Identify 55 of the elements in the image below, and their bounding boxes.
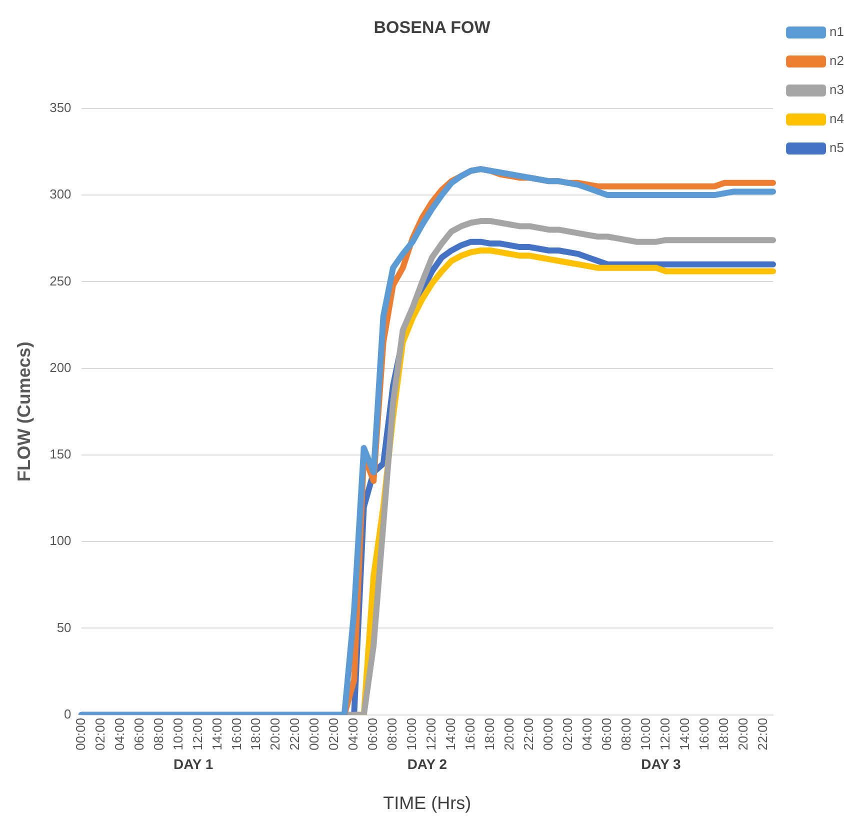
- x-tick-label: 16:00: [696, 718, 712, 750]
- y-axis-title: FLOW (Cumecs): [14, 342, 34, 482]
- text: DAY 2: [407, 756, 448, 772]
- legend-label: n2: [830, 53, 844, 68]
- text: DAY 1: [173, 756, 214, 772]
- x-tick-label: 12:00: [657, 718, 672, 750]
- x-tick-label: 06:00: [365, 718, 380, 750]
- x-tick-label: 14:00: [676, 718, 692, 750]
- x-tick-label: 20:00: [268, 718, 283, 750]
- text: DAY 3: [641, 756, 682, 772]
- y-tick-label: 300: [50, 186, 72, 202]
- x-tick-label: 14:00: [443, 718, 458, 750]
- x-tick-label: 00:00: [540, 718, 556, 750]
- x-tick-label: 16:00: [228, 718, 244, 750]
- x-tick-label: 14:00: [209, 718, 224, 750]
- x-tick-label: 02:00: [92, 718, 108, 750]
- y-tick-label: 250: [50, 273, 72, 288]
- legend-label: n3: [830, 82, 844, 98]
- y-tick-label: 150: [50, 446, 72, 462]
- x-tick-label: 22:00: [287, 718, 302, 750]
- x-tick-label: 10:00: [404, 718, 420, 750]
- x-tick-label: 00:00: [72, 718, 88, 750]
- x-tick-label: 06:00: [131, 718, 146, 750]
- x-tick-label: 04:00: [346, 718, 361, 750]
- legend-label: n1: [830, 24, 844, 40]
- x-tick-label: 22:00: [754, 718, 770, 750]
- x-tick-label: 02:00: [560, 718, 576, 750]
- y-tick-label: 350: [50, 100, 72, 115]
- x-tick-label: 08:00: [150, 718, 166, 750]
- x-tick-label: 18:00: [482, 718, 498, 750]
- x-tick-label: 00:00: [306, 718, 322, 750]
- x-tick-label: 16:00: [462, 718, 478, 750]
- x-tick-label: 12:00: [424, 718, 439, 750]
- x-tick-label: 18:00: [716, 718, 731, 750]
- y-tick-label: 50: [56, 620, 72, 635]
- y-tick-label: 100: [50, 533, 72, 548]
- x-tick-label: 20:00: [735, 718, 750, 750]
- x-tick-label: 02:00: [326, 718, 342, 750]
- x-tick-label: 04:00: [580, 718, 594, 750]
- x-axis-title: TIME (Hrs): [383, 793, 472, 814]
- x-tick-label: 10:00: [638, 718, 653, 750]
- legend-label: n5: [830, 140, 844, 156]
- x-tick-label: 06:00: [598, 718, 614, 750]
- x-tick-label: 10:00: [170, 718, 186, 750]
- x-tick-label: 22:00: [521, 718, 536, 750]
- chart-title: BOSENA FOW: [374, 18, 492, 37]
- y-tick-label: 200: [50, 360, 72, 375]
- x-tick-label: 20:00: [502, 718, 517, 750]
- x-tick-label: 18:00: [248, 718, 264, 750]
- x-tick-label: 08:00: [618, 718, 634, 750]
- x-tick-label: 12:00: [190, 718, 205, 750]
- y-tick-label: 0: [64, 706, 72, 722]
- legend-label: n4: [830, 111, 844, 126]
- x-tick-label: 04:00: [112, 718, 127, 750]
- x-tick-label: 08:00: [384, 718, 400, 750]
